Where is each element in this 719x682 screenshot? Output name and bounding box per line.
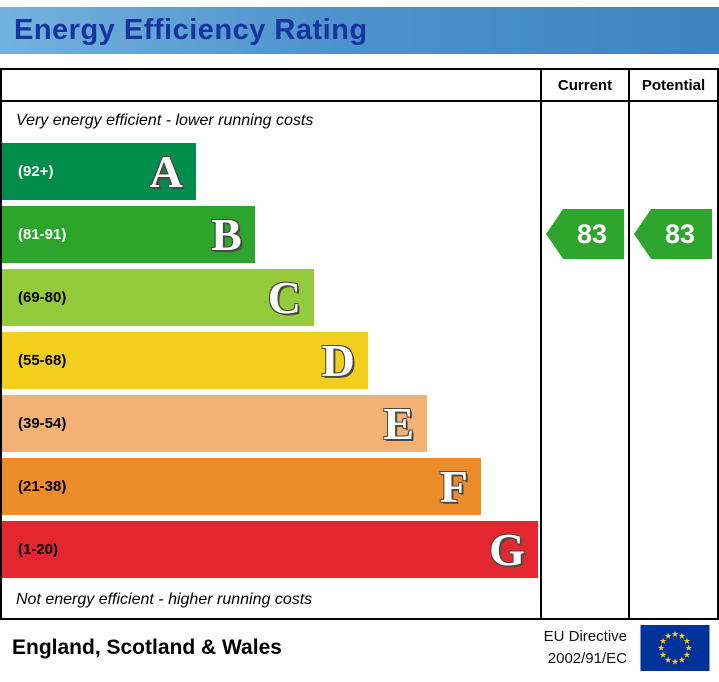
region-label: England, Scotland & Wales [12, 635, 282, 659]
current-rating-arrow: 83 [546, 209, 624, 259]
eu-directive-line1: EU Directive [543, 627, 627, 645]
band-row-a: (92+) A [2, 140, 540, 203]
current-column: 83 [540, 102, 628, 618]
band-row-e: (39-54) E [2, 392, 540, 455]
band-f-letter: F [439, 460, 468, 512]
band-a-bar: (92+) A [2, 143, 196, 200]
potential-rating-value: 83 [664, 218, 696, 249]
current-rating-value: 83 [576, 218, 608, 249]
band-f-range: (21-38) [18, 478, 67, 495]
band-a-letter: A [149, 145, 183, 197]
energy-efficiency-chart: Current Potential Very energy efficient … [0, 68, 719, 620]
bottom-note: Not energy efficient - higher running co… [16, 590, 313, 608]
page-title: Energy Efficiency Rating [14, 14, 368, 46]
band-row-d: (55-68) D [2, 329, 540, 392]
title-banner: Energy Efficiency Rating [0, 7, 719, 54]
band-f-bar: (21-38) F [2, 458, 481, 515]
band-e-letter: E [383, 397, 415, 449]
band-b-bar: (81-91) B [2, 206, 255, 263]
band-row-c: (69-80) C [2, 266, 540, 329]
band-b-range: (81-91) [18, 226, 67, 243]
eu-directive-line2: 2002/91/EC [547, 649, 627, 667]
band-row-b: (81-91) B [2, 203, 540, 266]
potential-column-header: Potential [628, 70, 717, 102]
potential-rating-arrow: 83 [634, 209, 712, 259]
band-a-range: (92+) [18, 163, 54, 180]
band-c-letter: C [267, 271, 302, 323]
band-c-range: (69-80) [18, 289, 67, 306]
eu-flag-icon [640, 624, 710, 671]
potential-column: 83 [628, 102, 717, 618]
band-e-bar: (39-54) E [2, 395, 428, 452]
band-g-range: (1-20) [18, 541, 59, 558]
top-note: Very energy efficient - lower running co… [16, 112, 314, 129]
band-d-letter: D [321, 334, 355, 386]
footer-right: EU Directive 2002/91/EC [544, 624, 711, 671]
band-d-range: (55-68) [18, 352, 67, 369]
band-e-range: (39-54) [18, 415, 67, 432]
current-column-header: Current [540, 70, 628, 102]
header-spacer [2, 70, 540, 102]
footer: England, Scotland & Wales EU Directive 2… [0, 620, 719, 675]
band-g-letter: G [489, 523, 525, 575]
band-c-bar: (69-80) C [2, 269, 315, 326]
band-b-letter: B [211, 208, 242, 260]
band-g-bar: (1-20) G [2, 521, 538, 578]
eu-directive-label: EU Directive 2002/91/EC [544, 626, 627, 670]
band-d-bar: (55-68) D [2, 332, 368, 389]
band-row-f: (21-38) F [2, 455, 540, 518]
band-row-g: (1-20) G [2, 518, 540, 581]
